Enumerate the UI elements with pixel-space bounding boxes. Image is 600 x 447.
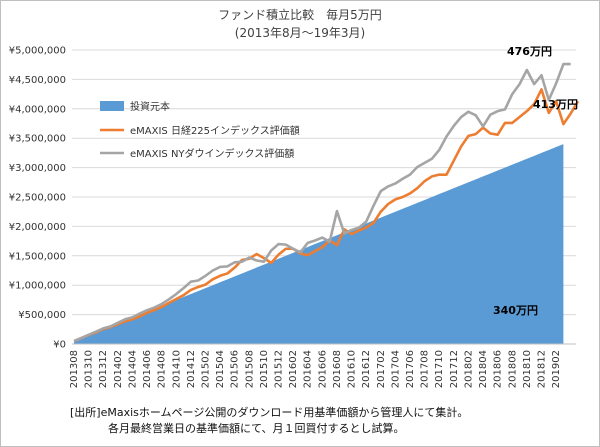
x-tick-label: 201712	[449, 350, 460, 388]
legend-swatch-principal	[100, 101, 124, 111]
x-tick-label: 201406	[142, 350, 153, 388]
footnote-method: 各月最終営業日の基準価額にて、月１回買付するとし試算。	[108, 422, 405, 435]
chart-title: ファンド積立比較 毎月5万円	[218, 8, 382, 22]
x-tick-label: 201902	[551, 350, 562, 388]
series-area-principal	[74, 144, 564, 344]
y-tick-label: ¥2,500,000	[9, 193, 66, 204]
x-tick-label: 201702	[376, 350, 387, 388]
x-tick-label: 201710	[434, 350, 445, 388]
x-tick-label: 201612	[361, 350, 372, 388]
y-tick-label: ¥500,000	[18, 310, 66, 321]
x-tick-label: 201606	[317, 350, 328, 388]
y-tick-label: ¥5,000,000	[9, 46, 66, 57]
x-tick-label: 201604	[303, 350, 314, 388]
value-annotation: 476万円	[507, 45, 552, 58]
x-tick-label: 201704	[390, 350, 401, 388]
value-annotation: 340万円	[493, 304, 538, 317]
legend-label: eMAXIS 日経225インデックス評価額	[130, 124, 300, 137]
x-tick-label: 201412	[186, 350, 197, 388]
x-tick-label: 201512	[274, 350, 285, 388]
x-tick-label: 201610	[347, 350, 358, 388]
x-tick-label: 201804	[478, 350, 489, 388]
x-tick-label: 201510	[259, 350, 270, 388]
x-tick-label: 201608	[332, 350, 343, 388]
y-tick-label: ¥1,000,000	[9, 281, 66, 292]
x-tick-label: 201312	[98, 350, 109, 388]
chart-subtitle: (2013年8月～19年3月)	[234, 26, 366, 40]
x-tick-label: 201806	[493, 350, 504, 388]
y-tick-label: ¥4,500,000	[9, 75, 66, 86]
x-tick-label: 201802	[463, 350, 474, 388]
x-tick-label: 201812	[536, 350, 547, 388]
y-tick-label: ¥3,000,000	[9, 163, 66, 174]
x-tick-label: 201310	[84, 350, 95, 388]
x-tick-label: 201602	[288, 350, 299, 388]
x-tick-label: 201308	[69, 350, 80, 388]
x-tick-label: 201810	[522, 350, 533, 388]
x-tick-label: 201504	[215, 350, 226, 388]
x-tick-label: 201708	[420, 350, 431, 388]
y-tick-label: ¥2,000,000	[9, 222, 66, 233]
x-tick-label: 201410	[171, 350, 182, 388]
y-tick-label: ¥1,500,000	[9, 251, 66, 262]
x-tick-label: 201408	[157, 350, 168, 388]
x-tick-label: 201808	[507, 350, 518, 388]
x-tick-label: 201502	[200, 350, 211, 388]
footnote-source: [出所]eMaxisホームページ公開のダウンロード用基準価額から管理人にて集計。	[70, 406, 469, 419]
y-tick-label: ¥3,500,000	[9, 134, 66, 145]
legend-label: eMAXIS NYダウインデックス評価額	[130, 147, 294, 160]
x-tick-label: 201404	[127, 350, 138, 388]
x-tick-label: 201508	[244, 350, 255, 388]
value-annotation: 413万円	[533, 98, 578, 111]
x-tick-label: 201706	[405, 350, 416, 388]
legend-label: 投資元本	[130, 100, 170, 113]
x-tick-label: 201402	[113, 350, 124, 388]
series-line-nikkei225	[73, 88, 580, 343]
series-line-nydow	[73, 62, 571, 343]
y-tick-label: ¥4,000,000	[9, 104, 66, 115]
y-tick-label: ¥0	[53, 340, 66, 351]
x-tick-label: 201506	[230, 350, 241, 388]
